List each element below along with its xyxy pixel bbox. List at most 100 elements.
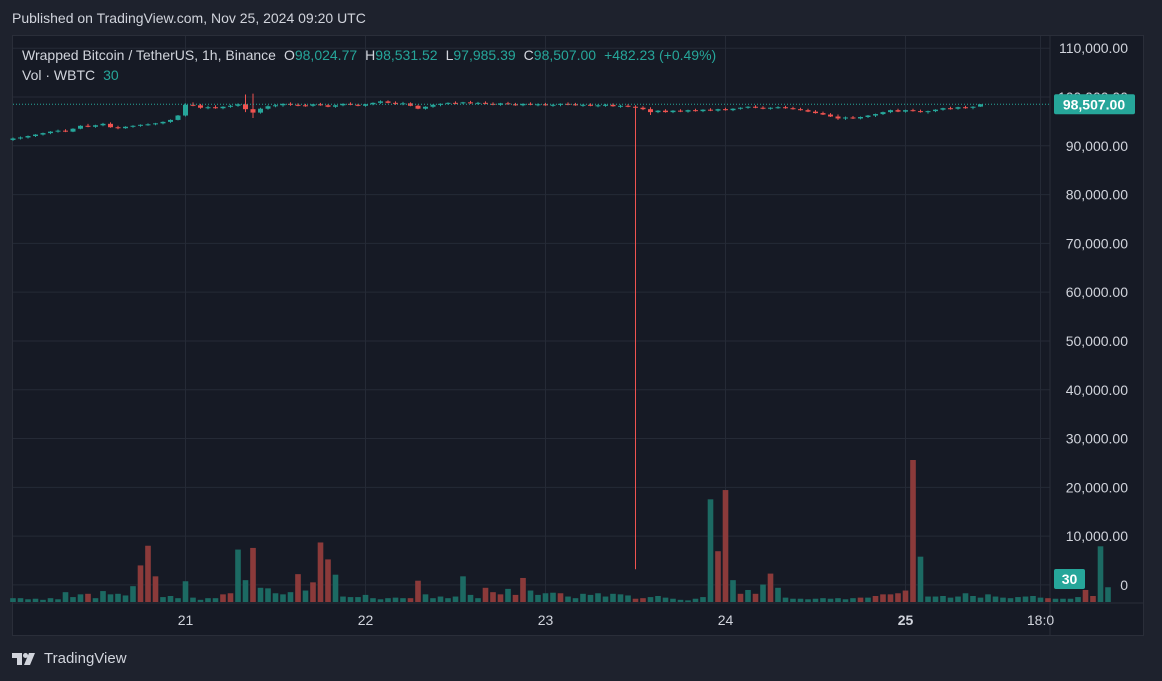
volume-bar	[422, 594, 429, 602]
candle-body	[40, 133, 46, 135]
candle-body	[558, 103, 563, 105]
volume-bar	[1007, 598, 1014, 602]
volume-bar	[227, 593, 234, 602]
volume-bar	[835, 598, 841, 602]
candle-body	[948, 108, 953, 110]
candle-body	[753, 106, 758, 108]
volume-bar	[55, 599, 61, 602]
candle-body	[595, 105, 601, 107]
symbol-legend: Wrapped Bitcoin / TetherUS, 1h, Binance O…	[22, 45, 716, 85]
volume-bar	[212, 598, 219, 602]
volume-bar	[295, 574, 301, 602]
volume-bar	[62, 592, 69, 602]
candle-body	[768, 107, 773, 109]
candle-body	[213, 107, 218, 109]
volume-bar	[1045, 598, 1051, 602]
candle-body	[618, 105, 623, 107]
x-tick-label: 21	[178, 612, 194, 628]
candle-body	[655, 110, 661, 113]
candle-body	[528, 103, 533, 105]
open-value: 98,024.77	[294, 47, 358, 63]
volume-bar	[625, 595, 631, 602]
volume-bar	[850, 598, 856, 602]
volume-bar	[1015, 597, 1021, 602]
volume-bar	[107, 594, 114, 602]
volume-bar	[505, 588, 511, 602]
candle-body	[288, 103, 293, 105]
volume-bar	[1060, 598, 1066, 602]
volume-bar	[130, 586, 136, 602]
candle-body	[145, 124, 151, 126]
volume-bar	[235, 549, 241, 602]
volume-bar	[955, 596, 961, 602]
volume-bar	[895, 593, 901, 602]
volume-bar	[902, 590, 909, 602]
candle-body	[775, 107, 781, 109]
legend-volume-row: Vol · WBTC 30	[22, 65, 716, 85]
volume-bar	[947, 597, 954, 602]
candle-body	[93, 125, 98, 127]
candle-body	[873, 114, 878, 116]
candle-body	[648, 109, 653, 113]
candle-body	[670, 110, 676, 113]
volume-bar	[77, 594, 84, 602]
volume-bar	[1030, 595, 1036, 602]
volume-bar	[302, 590, 309, 602]
x-tick-label: 22	[358, 612, 374, 628]
volume-bar	[865, 597, 871, 602]
candle-body	[33, 134, 38, 137]
candle-body	[468, 102, 473, 104]
volume-bar	[287, 592, 294, 602]
volume-label[interactable]: Vol · WBTC	[22, 67, 96, 83]
candle-body	[745, 106, 751, 108]
volume-bar	[685, 600, 691, 602]
volume-bar	[782, 597, 789, 602]
candle-body	[858, 116, 863, 119]
candle-body	[535, 104, 541, 106]
volume-bar	[790, 598, 796, 602]
candle-body	[820, 113, 826, 115]
volume-bar	[317, 542, 324, 602]
volume-bar	[362, 594, 369, 602]
volume-bar	[595, 593, 601, 602]
candle-body	[48, 131, 53, 134]
volume-bar	[977, 597, 984, 602]
candle-body	[85, 125, 91, 127]
volume-bar	[730, 580, 736, 602]
last-volume-badge	[1054, 569, 1085, 589]
candle-body	[63, 130, 68, 132]
price-chart[interactable]: 110,000.00100,000.0090,000.0080,000.0070…	[0, 0, 1162, 640]
candle-body	[835, 116, 841, 119]
volume-bar	[250, 547, 256, 602]
candle-body	[393, 102, 398, 104]
volume-bar	[820, 598, 826, 602]
volume-bar	[715, 551, 721, 602]
candle-body	[633, 106, 638, 108]
volume-bar	[490, 592, 496, 602]
candle-body	[325, 105, 331, 107]
candle-body	[423, 106, 428, 109]
candle-body	[190, 104, 196, 106]
footer-brand[interactable]: TradingView	[12, 650, 127, 667]
candle-body	[55, 130, 61, 132]
volume-bar	[385, 598, 391, 602]
candle-body	[933, 109, 938, 112]
symbol-title[interactable]: Wrapped Bitcoin / TetherUS, 1h, Binance	[22, 47, 276, 63]
brand-name: TradingView	[44, 650, 127, 667]
volume-bar	[670, 598, 676, 602]
candle-body	[160, 121, 166, 124]
volume-bar	[370, 598, 376, 602]
candle-body	[550, 104, 556, 106]
volume-bar	[700, 597, 706, 602]
volume-bar	[520, 577, 526, 602]
candle-body	[475, 102, 481, 104]
volume-bar	[145, 545, 151, 602]
volume-bar	[887, 594, 894, 602]
volume-bar	[812, 598, 819, 602]
volume-bar	[182, 581, 189, 602]
y-tick-label: 80,000.00	[1066, 187, 1128, 203]
volume-bar	[655, 595, 661, 602]
volume-bar	[617, 594, 624, 602]
volume-bar	[347, 597, 354, 602]
candle-body	[460, 102, 466, 104]
